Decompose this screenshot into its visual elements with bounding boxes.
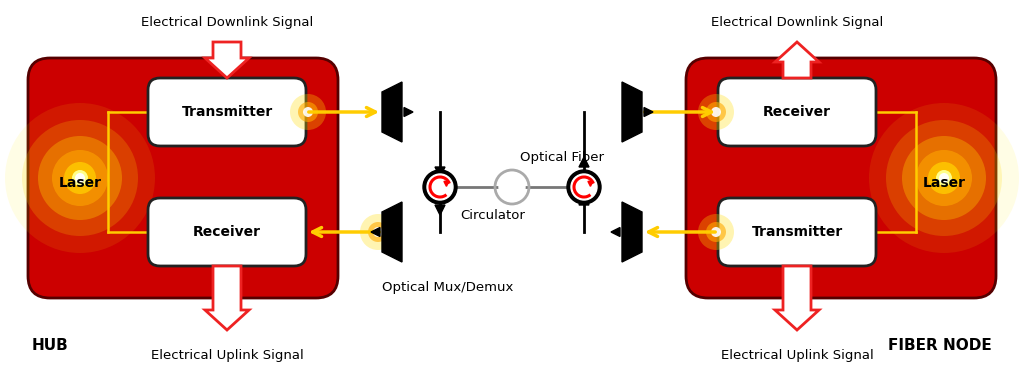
Polygon shape: [579, 195, 589, 205]
Polygon shape: [371, 227, 380, 236]
Polygon shape: [435, 205, 445, 215]
Circle shape: [916, 150, 972, 206]
FancyBboxPatch shape: [28, 58, 338, 298]
Circle shape: [298, 102, 318, 122]
FancyBboxPatch shape: [686, 58, 996, 298]
Polygon shape: [775, 42, 819, 78]
Text: Receiver: Receiver: [763, 105, 831, 119]
Circle shape: [711, 107, 721, 117]
Circle shape: [427, 174, 453, 200]
Circle shape: [698, 214, 734, 250]
Circle shape: [75, 173, 85, 183]
Polygon shape: [444, 181, 449, 186]
Polygon shape: [382, 202, 402, 262]
Text: HUB: HUB: [32, 337, 69, 353]
Text: Electrical Downlink Signal: Electrical Downlink Signal: [711, 15, 883, 28]
Circle shape: [423, 170, 457, 204]
Text: Optical Fiber: Optical Fiber: [520, 150, 604, 163]
Text: Transmitter: Transmitter: [181, 105, 272, 119]
Circle shape: [706, 102, 726, 122]
Circle shape: [72, 170, 88, 186]
Circle shape: [886, 120, 1002, 236]
Text: Electrical Uplink Signal: Electrical Uplink Signal: [151, 349, 303, 362]
Text: Circulator: Circulator: [460, 208, 525, 221]
Polygon shape: [775, 266, 819, 330]
Circle shape: [936, 170, 952, 186]
Circle shape: [698, 94, 734, 130]
Circle shape: [711, 227, 721, 237]
Circle shape: [571, 174, 597, 200]
Circle shape: [52, 150, 108, 206]
Text: Electrical Uplink Signal: Electrical Uplink Signal: [721, 349, 873, 362]
Circle shape: [290, 94, 326, 130]
Circle shape: [706, 222, 726, 242]
Text: Laser: Laser: [923, 176, 966, 190]
Text: Optical Mux/Demux: Optical Mux/Demux: [382, 282, 513, 294]
Text: FIBER NODE: FIBER NODE: [888, 337, 992, 353]
Polygon shape: [611, 227, 620, 236]
FancyBboxPatch shape: [718, 78, 876, 146]
Circle shape: [902, 136, 986, 220]
FancyBboxPatch shape: [148, 198, 306, 266]
FancyBboxPatch shape: [148, 78, 306, 146]
Polygon shape: [382, 82, 402, 142]
Circle shape: [869, 103, 1019, 253]
Text: Electrical Downlink Signal: Electrical Downlink Signal: [141, 15, 313, 28]
Circle shape: [63, 162, 96, 194]
Polygon shape: [622, 202, 642, 262]
Circle shape: [22, 120, 138, 236]
Circle shape: [360, 214, 396, 250]
Circle shape: [38, 136, 122, 220]
Circle shape: [5, 103, 155, 253]
Polygon shape: [205, 266, 249, 330]
Polygon shape: [404, 107, 413, 116]
FancyBboxPatch shape: [718, 198, 876, 266]
Circle shape: [567, 170, 601, 204]
Circle shape: [499, 174, 525, 200]
Circle shape: [368, 222, 388, 242]
Polygon shape: [622, 82, 642, 142]
Text: Laser: Laser: [58, 176, 101, 190]
Polygon shape: [579, 157, 589, 167]
Polygon shape: [435, 167, 445, 177]
Text: Transmitter: Transmitter: [752, 225, 843, 239]
Circle shape: [939, 173, 949, 183]
Circle shape: [373, 227, 383, 237]
Polygon shape: [205, 42, 249, 78]
Circle shape: [928, 162, 961, 194]
Polygon shape: [588, 181, 593, 186]
Circle shape: [303, 107, 313, 117]
Polygon shape: [644, 107, 653, 116]
Text: Receiver: Receiver: [193, 225, 261, 239]
